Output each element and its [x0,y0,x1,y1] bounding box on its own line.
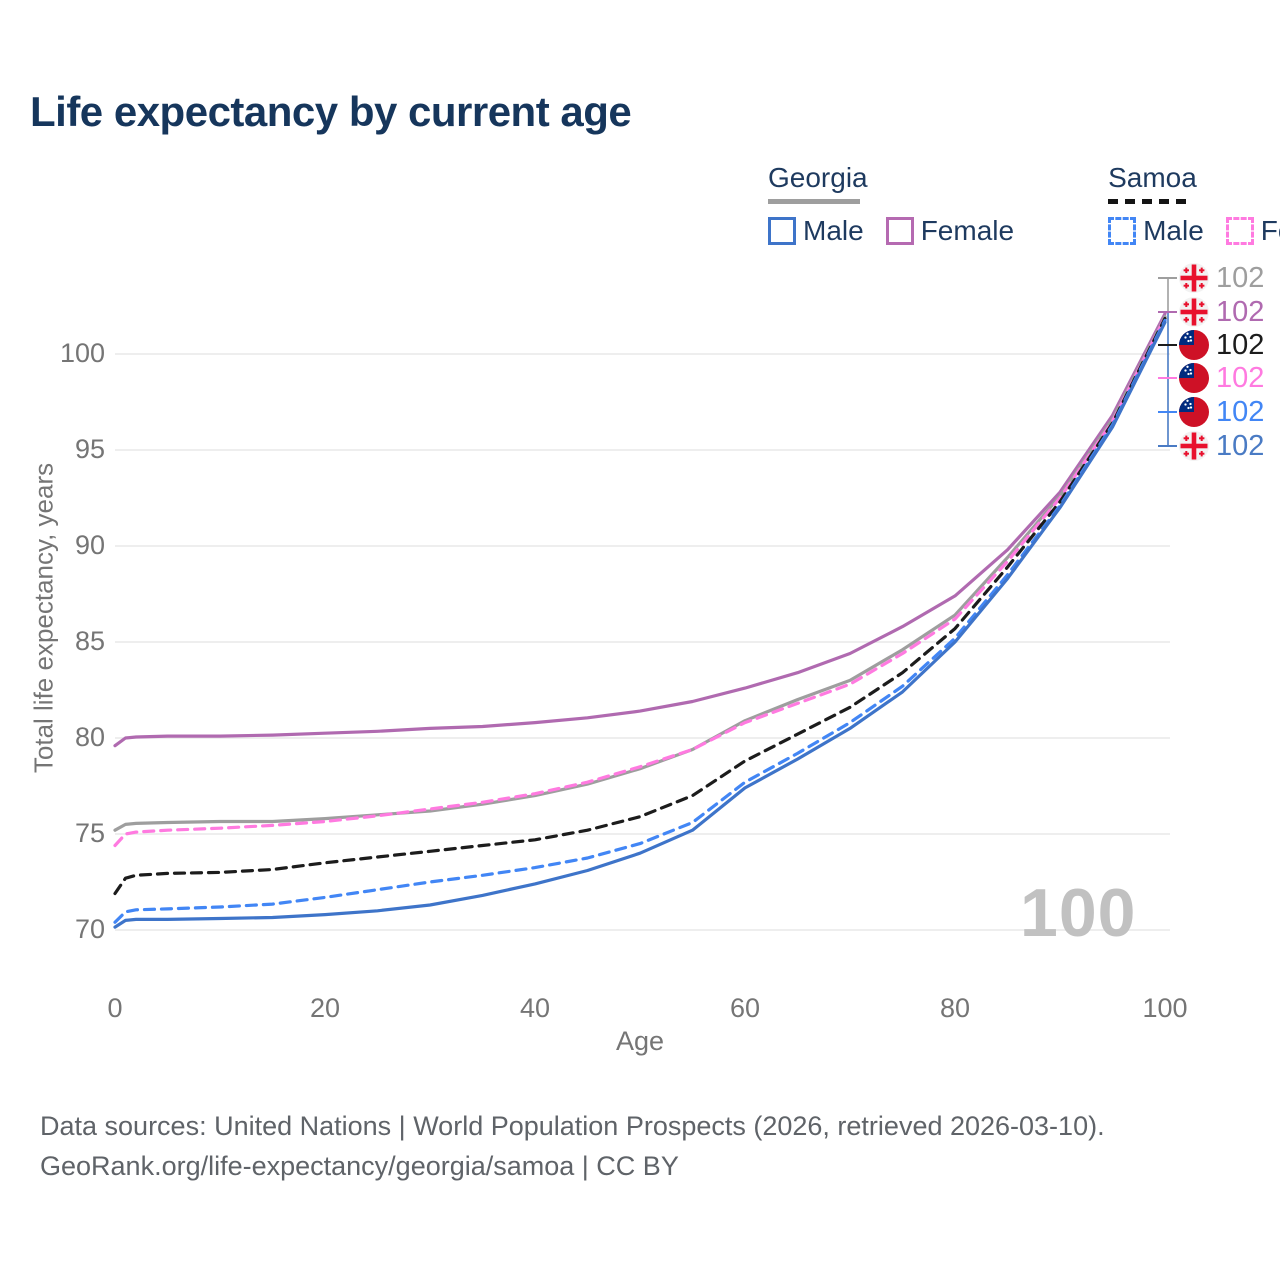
legend-item-label: Male [1143,215,1204,246]
y-tick-label-80: 80 [74,722,105,752]
end-value-samoa-female: 102 [1216,361,1265,394]
georgia-female-swatch-icon [885,217,914,245]
x-tick-label-0: 0 [107,993,123,1023]
legend-item-label: Female [920,215,1015,246]
x-tick-label-60: 60 [729,993,761,1023]
legend-item-label: Male [803,215,864,246]
x-tick-label-40: 40 [519,993,551,1023]
legend: Georgia Male Female Samoa [768,162,1280,247]
georgia-male-swatch-icon [768,217,796,245]
georgia-flag-icon [1179,263,1209,293]
x-tick-label-20: 20 [309,993,341,1023]
age-watermark: 100 [1020,875,1137,951]
end-value-georgia-female: 102 [1216,295,1265,328]
legend-group-samoa-header[interactable]: Samoa [1108,162,1280,204]
samoa-flag-icon [1179,330,1209,360]
footer-line-attribution: GeoRank.org/life-expectancy/georgia/samo… [40,1151,679,1181]
legend-group-label-samoa: Samoa [1108,162,1197,193]
legend-item-samoa-male[interactable]: Male [1108,215,1226,247]
y-tick-label-100: 100 [59,338,105,368]
legend-item-georgia-female[interactable]: Female [885,215,1036,247]
end-value-georgia: 102 [1216,261,1265,294]
x-tick-label-80: 80 [939,993,971,1023]
x-tick-label-100: 100 [1142,993,1188,1023]
series-line-georgia [113,315,1167,832]
end-value-samoa-male: 102 [1216,395,1265,428]
y-tick-label-90: 90 [74,530,105,560]
legend-item-georgia-male[interactable]: Male [768,215,886,247]
legend-samoa-line-sample [1108,199,1187,204]
legend-group-georgia: Georgia Male Female [768,162,1036,247]
legend-group-georgia-header[interactable]: Georgia [768,162,1036,204]
samoa-male-swatch-icon [1108,217,1137,245]
end-label-georgia: 102 [1179,262,1264,294]
series-line-georgia-male [113,320,1167,929]
y-tick-label-75: 75 [74,818,105,848]
samoa-flag-icon [1179,397,1209,427]
footer-line-sources: Data sources: United Nations | World Pop… [40,1111,1105,1141]
georgia-flag-icon [1179,297,1209,327]
samoa-flag-icon [1179,363,1209,393]
end-label-georgia-female: 102 [1179,296,1264,328]
end-value-samoa: 102 [1216,328,1265,361]
series-line-samoa-female [113,315,1167,848]
y-tick-label-95: 95 [74,434,105,464]
series-line-georgia-female [113,312,1167,748]
legend-item-samoa-female[interactable]: Female [1225,215,1280,247]
end-label-samoa: 102 [1179,329,1264,361]
legend-georgia-line-sample [768,199,860,204]
end-label-samoa-female: 102 [1179,362,1264,394]
x-axis-title: Age [615,1026,665,1056]
series-line-samoa-male [113,318,1167,924]
samoa-female-swatch-icon [1225,217,1254,245]
legend-group-label-georgia: Georgia [768,162,868,193]
legend-group-samoa: Samoa Male Female [1108,162,1280,247]
georgia-flag-icon [1179,431,1209,461]
end-label-samoa-male: 102 [1179,396,1264,428]
legend-item-label: Female [1260,215,1280,246]
y-tick-label-85: 85 [74,626,105,656]
end-value-georgia-male: 102 [1216,429,1265,462]
page-title: Life expectancy by current age [30,88,632,135]
end-label-georgia-male: 102 [1179,430,1264,462]
series-line-samoa [113,316,1167,896]
y-tick-label-70: 70 [74,914,105,944]
data-sources-footer: Data sources: United Nations | World Pop… [40,1106,1105,1186]
